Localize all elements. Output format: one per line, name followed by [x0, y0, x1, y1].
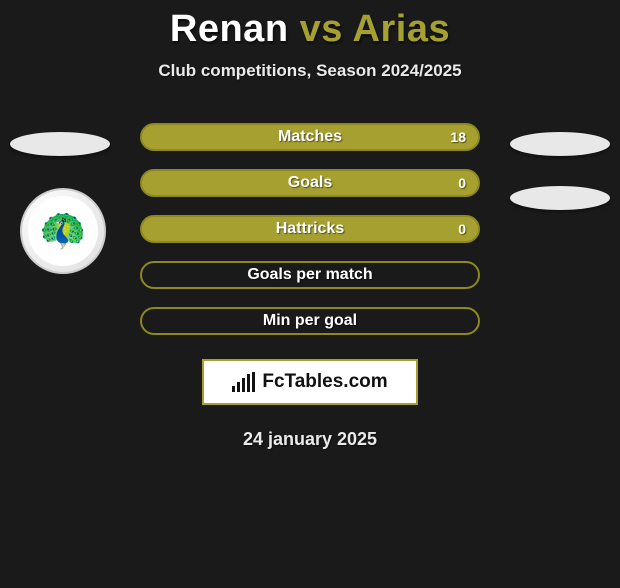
club-badge-ring: 🦚 — [20, 188, 106, 274]
club-badge: 🦚 — [20, 188, 120, 274]
player2-marker-1 — [510, 132, 610, 156]
stat-value-right: 0 — [458, 221, 466, 237]
brand-box[interactable]: FcTables.com — [202, 359, 418, 405]
player1-name: Renan — [170, 8, 289, 50]
stat-label: Goals per match — [247, 266, 372, 284]
stat-label: Min per goal — [263, 312, 357, 330]
stat-label: Matches — [278, 128, 342, 146]
page-title: Renan vs Arias — [0, 8, 620, 51]
date-label: 24 january 2025 — [0, 429, 620, 450]
club-badge-icon: 🦚 — [28, 196, 98, 266]
stat-label: Hattricks — [276, 220, 344, 238]
bars-icon — [232, 372, 256, 392]
subtitle: Club competitions, Season 2024/2025 — [0, 61, 620, 81]
stat-row: Goals 0 — [140, 169, 480, 197]
vs-label: vs — [300, 8, 343, 50]
player2-marker-2 — [510, 186, 610, 210]
player2-name: Arias — [353, 8, 451, 50]
player1-marker — [10, 132, 110, 156]
stat-label: Goals — [288, 174, 332, 192]
stat-row: Min per goal — [140, 307, 480, 335]
stat-row: Goals per match — [140, 261, 480, 289]
stat-row: Hattricks 0 — [140, 215, 480, 243]
stat-value-right: 0 — [458, 175, 466, 191]
stat-value-right: 18 — [450, 129, 466, 145]
stat-row: Matches 18 — [140, 123, 480, 151]
brand-text: FcTables.com — [262, 371, 387, 393]
